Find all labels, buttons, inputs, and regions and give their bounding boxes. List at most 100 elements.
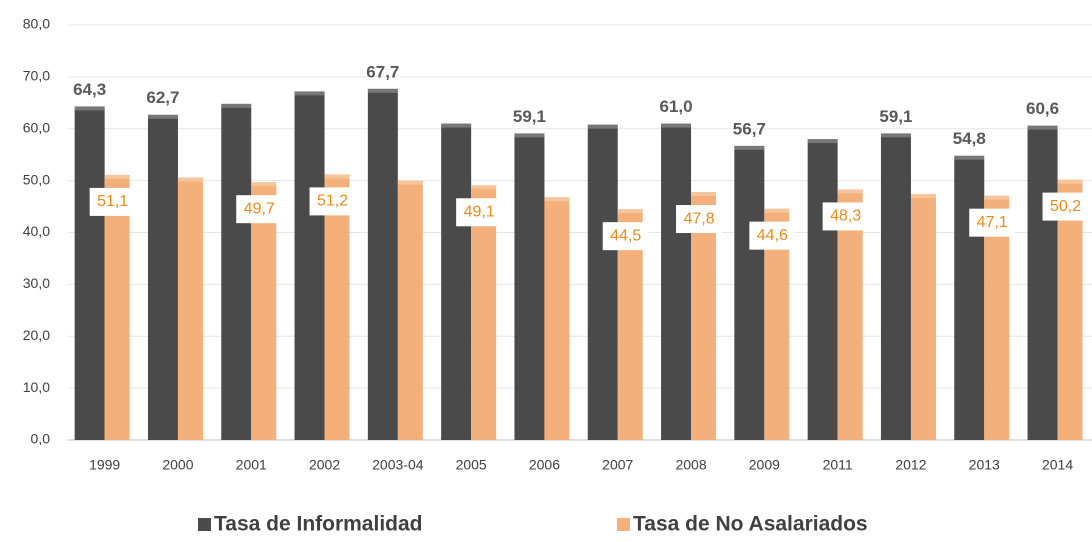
bar-top [1057,179,1083,184]
bar-top [587,124,618,129]
bar-top [544,197,570,202]
bar-top [471,185,497,190]
bar [221,103,252,440]
x-tick-label: 2002 [309,457,340,473]
data-label: 64,3 [73,80,106,99]
bar [807,139,838,440]
bar-top [294,91,325,96]
bar-top [1027,125,1058,130]
bar [880,133,911,440]
data-label: 47,1 [977,214,1008,231]
bar [544,197,570,440]
y-tick-label: 20,0 [23,327,50,343]
bar [837,189,863,440]
data-label-box [969,208,1016,237]
data-label-box [602,222,649,251]
bar [104,174,130,440]
bar [910,194,936,440]
bar-top [441,123,472,128]
data-label: 54,8 [953,129,986,148]
bar-top [397,180,423,185]
bar-top [74,106,105,111]
data-label: 62,7 [146,88,179,107]
bar [397,180,423,440]
data-label: 67,7 [366,62,399,81]
x-tick-label: 2001 [236,457,267,473]
data-label: 48,3 [830,208,861,225]
bar-top [837,189,863,194]
data-label: 49,7 [244,200,275,217]
data-label-box [822,202,869,231]
bar [441,123,472,440]
bar [691,192,717,440]
bar-top [954,155,985,160]
data-label-box [749,221,796,250]
legend-label: Tasa de Informalidad [214,513,423,536]
data-label: 59,1 [513,107,546,126]
bar-top [880,133,911,138]
bar [471,185,497,440]
data-label: 44,5 [610,227,641,244]
data-label: 51,2 [317,193,348,210]
legend-swatch [617,518,630,531]
data-label: 61,0 [660,97,693,116]
x-tick-label: 2007 [602,457,633,473]
bar-top [177,177,203,182]
data-label-box [89,187,136,216]
bar-top [910,194,936,199]
data-label-box [456,198,503,227]
data-label: 49,1 [464,204,495,221]
y-tick-label: 30,0 [23,275,50,291]
bar-top [661,123,692,128]
data-label-box [676,205,723,234]
bar-top [984,195,1010,200]
data-label: 44,6 [757,227,788,244]
bar-top [221,103,252,108]
bar [661,123,692,440]
bar [177,177,203,440]
bar-top [734,145,765,150]
bar [294,91,325,441]
x-tick-label: 2000 [162,457,193,473]
bar-top [807,139,838,144]
legend-swatch [198,518,211,531]
bar-top [147,114,178,119]
bar [954,155,985,440]
x-tick-label: 1999 [89,457,120,473]
bar-top [251,182,277,187]
y-tick-label: 80,0 [23,16,50,32]
bar [1057,179,1083,440]
y-tick-label: 0,0 [31,431,51,447]
data-label: 51,1 [97,193,128,210]
x-tick-label: 2013 [969,457,1000,473]
y-tick-label: 60,0 [23,119,50,135]
data-label: 60,6 [1026,99,1059,118]
x-tick-label: 2009 [749,457,780,473]
bar-top [514,133,545,138]
bar [367,88,398,441]
bar [324,174,350,440]
data-label: 47,8 [683,210,714,227]
bar-top [691,192,717,197]
bar [514,133,545,440]
data-label: 50,2 [1050,198,1081,215]
y-tick-label: 40,0 [23,223,50,239]
data-label: 59,1 [879,107,912,126]
bar-top [104,174,130,179]
bar [74,106,105,440]
x-tick-label: 2012 [895,457,926,473]
bar-top [324,174,350,179]
bar [1027,125,1058,440]
bar [734,145,765,440]
data-label: 56,7 [733,119,766,138]
x-tick-label: 2014 [1042,457,1073,473]
y-tick-label: 10,0 [23,379,50,395]
bar-top [367,88,398,93]
legend-label: Tasa de No Asalariados [633,513,868,536]
bar [251,182,277,440]
bar [587,124,618,440]
x-tick-label: 2008 [675,457,706,473]
data-label-box [309,187,356,216]
y-tick-label: 70,0 [23,68,50,84]
